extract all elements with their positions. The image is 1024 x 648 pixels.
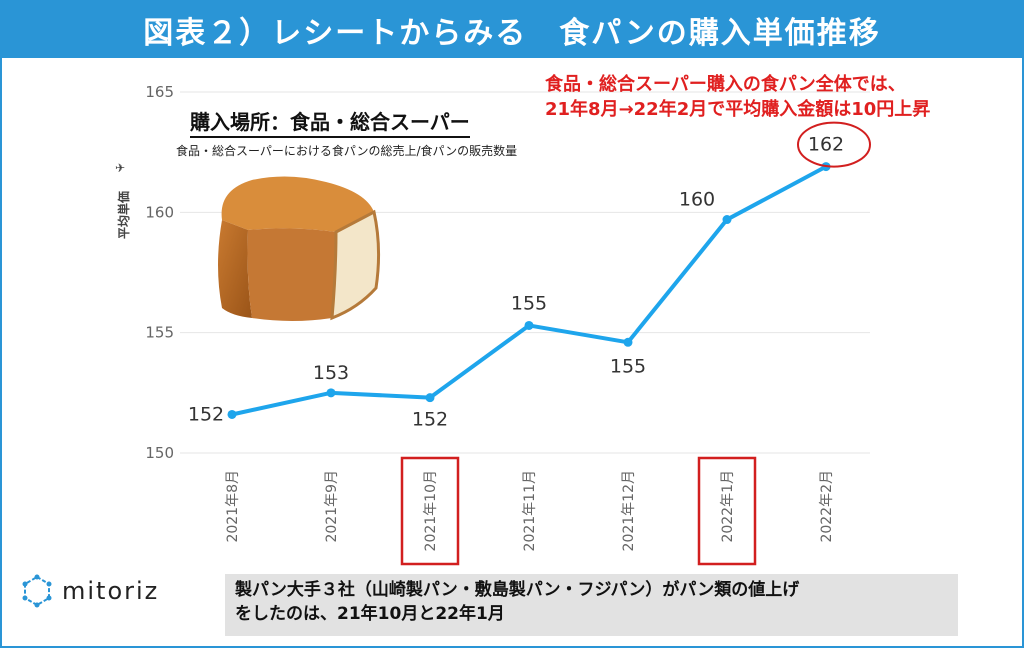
x-tick-label: 2022年2月 [819,470,835,543]
slide-title: 図表２）レシートからみる 食パンの購入単価推移 [143,16,881,51]
y-tick-label: 155 [145,324,174,342]
data-label: 155 [511,292,547,314]
slide-header: 図表２）レシートからみる 食パンの購入単価推移 [2,2,1022,58]
note-line-1: 製パン大手３社（山崎製パン・敷島製パン・フジパン）がパン類の値上げ [235,580,800,600]
x-tick-label: 2021年12月 [621,470,637,551]
data-point [623,337,633,347]
inset-subtitle: 食品・総合スーパーにおける食パンの総売上/食パンの販売数量 [176,144,518,158]
callout-line-2: 21年8月→22年2月で平均購入金額は10円上昇 [545,99,931,120]
highlight-box [697,456,757,566]
data-points [227,162,831,419]
data-label: 162 [808,134,844,156]
x-tick-label: 2021年10月 [423,470,439,551]
x-tick-label: 2021年8月 [225,470,241,543]
inset-title: 購入場所：食品・総合スーパー [190,106,470,138]
data-label: 153 [313,362,349,384]
y-tick-label: 165 [145,83,174,101]
x-tick-label: 2022年1月 [720,470,736,543]
x-tick-labels: 2021年8月 2021年9月 2021年10月 2021年11月 2021年12月 20… [225,470,835,551]
x-tick-label: 2021年11月 [522,470,538,551]
mitoriz-logo: mitoriz [20,574,159,608]
y-tick-label: 160 [145,203,174,221]
data-point [326,388,336,398]
highlight-boxes [400,456,757,566]
y-tick-label: 150 [145,444,174,462]
callout-annotation: 食品・総合スーパー購入の食パン全体では、 21年8月→22年2月で平均購入金額は… [545,72,930,122]
bread-illustration [218,176,381,321]
data-point [425,393,435,403]
pin-icon: ✈ [115,161,125,175]
data-label: 155 [610,355,646,377]
data-label: 152 [412,409,448,431]
data-labels: 152 153 152 155 155 160 162 [188,134,844,431]
highlight-box [400,456,460,566]
data-point [722,215,732,225]
data-label: 152 [188,403,224,425]
y-axis-label: 平均単価 [116,191,131,239]
callout-line-1: 食品・総合スーパー購入の食パン全体では、 [545,74,906,95]
logo-icon [22,574,52,608]
highlight-circle [797,121,871,168]
data-point [227,409,237,419]
data-label: 160 [679,189,715,211]
x-tick-label: 2021年9月 [324,470,340,543]
y-tick-labels: 150 155 160 165 [145,83,174,462]
note-line-2: をしたのは、21年10月と22年1月 [235,604,505,624]
logo-text: mitoriz [62,577,160,605]
data-point [524,320,534,330]
note-box: 製パン大手３社（山崎製パン・敷島製パン・フジパン）がパン類の値上げ をしたのは、… [225,574,958,636]
